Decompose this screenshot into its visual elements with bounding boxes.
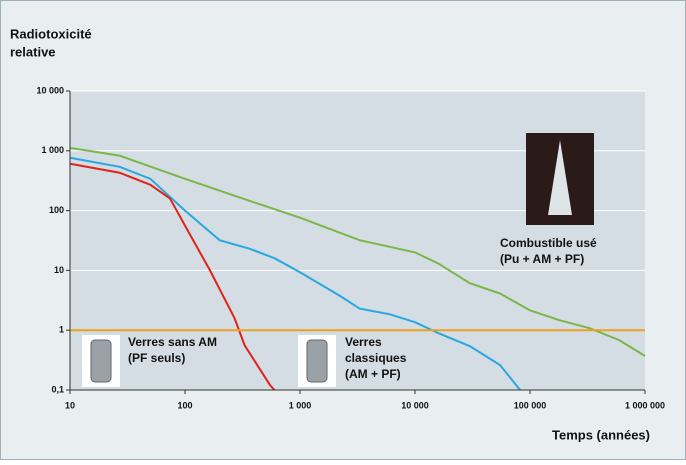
y-tick-label: 100 [49,205,64,215]
y-axis-label: relative [10,44,56,59]
x-tick-label: 10 000 [401,400,429,410]
fuel-icon-assembly [548,140,572,215]
y-tick-label: 1 [59,325,64,335]
annotation: (PF seuls) [128,351,185,365]
glass-icon [90,339,112,383]
annotation: Combustible usé [500,236,597,250]
series-line [69,146,646,357]
x-tick-label: 100 [177,400,192,410]
x-tick-label: 1 000 000 [625,400,665,410]
annotation: Verres sans AM [128,335,217,349]
glass-icon [306,339,328,383]
y-tick-label: 10 000 [36,85,64,95]
annotation: (AM + PF) [345,367,401,381]
x-tick-label: 1 000 [289,400,312,410]
annotation: Verres [345,335,382,349]
y-tick-label: 0,1 [51,384,64,394]
x-tick-label: 100 000 [514,400,547,410]
annotation: classiques [345,351,407,365]
x-axis-label: Temps (années) [552,427,650,442]
y-tick-label: 10 [54,265,64,275]
annotation: (Pu + AM + PF) [500,252,584,266]
x-tick-label: 10 [65,400,75,410]
y-tick-label: 1 000 [41,145,64,155]
series-line [69,156,521,391]
y-axis-label: Radiotoxicité [10,26,92,41]
series-line [69,162,276,391]
